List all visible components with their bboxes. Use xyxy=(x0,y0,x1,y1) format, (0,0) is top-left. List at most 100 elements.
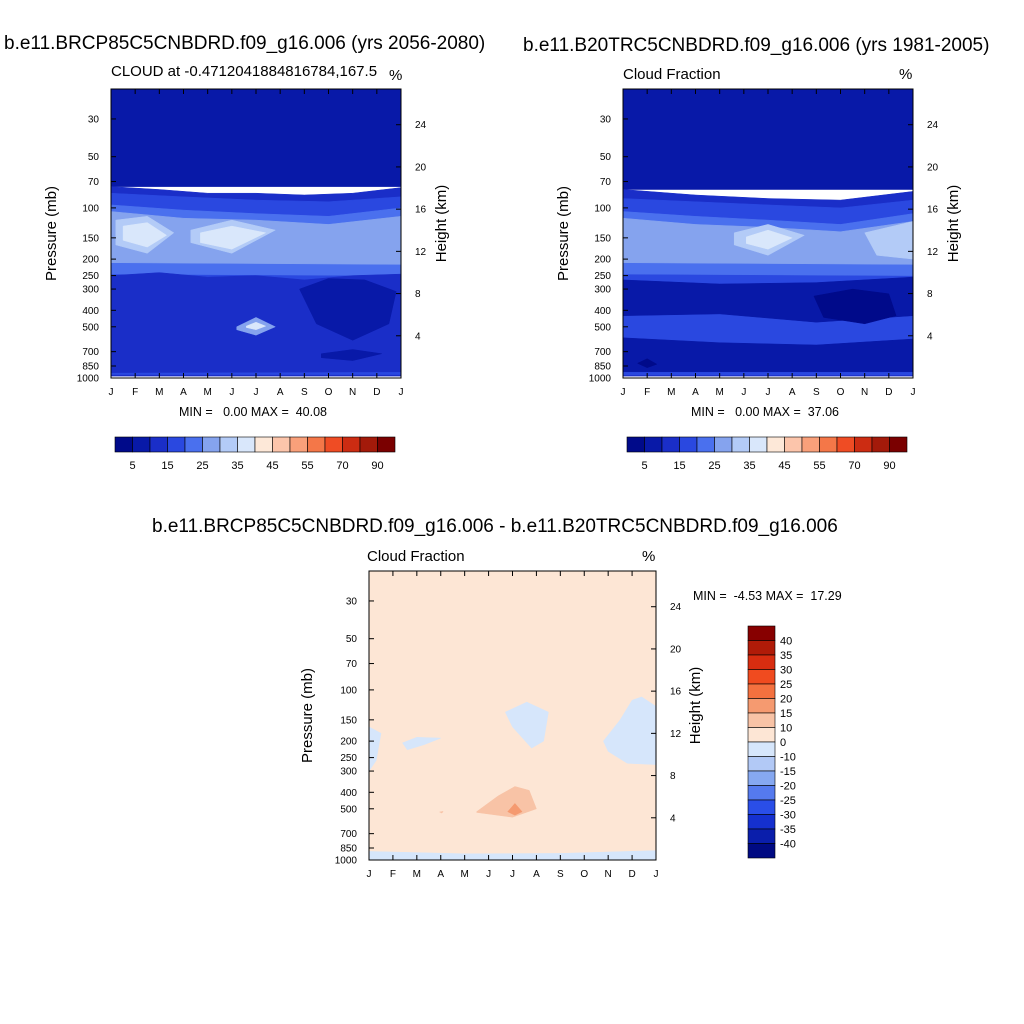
pressure-tick-label: 850 xyxy=(82,361,99,372)
x-tick-label: O xyxy=(580,869,588,880)
x-tick-label: A xyxy=(437,869,444,880)
x-tick-label: D xyxy=(373,387,380,398)
colorbar-swatch xyxy=(731,436,750,453)
height-tick-label: 4 xyxy=(927,331,933,342)
colorbar-swatch xyxy=(149,436,168,453)
contour-fills xyxy=(111,89,401,377)
top-right-minmax: MIN = 0.00 MAX = 37.06 xyxy=(691,405,839,419)
height-tick-label: 20 xyxy=(927,162,939,173)
contour-band-35 xyxy=(746,229,793,250)
pressure-tick-label: 100 xyxy=(82,203,99,214)
colorbar-label: 55 xyxy=(813,460,825,472)
contour-band-1 xyxy=(813,288,897,325)
colorbar-label: 10 xyxy=(780,723,792,735)
pressure-tick-label: 250 xyxy=(340,753,357,764)
x-tick-label: N xyxy=(349,387,356,398)
colorbar-swatch xyxy=(747,640,776,656)
height-tick-label: 8 xyxy=(415,289,421,300)
pressure-tick-label: 250 xyxy=(594,271,611,282)
colorbar-swatch xyxy=(132,436,151,453)
pressure-tick-label: 70 xyxy=(88,177,100,188)
x-tick-label: J xyxy=(486,869,491,880)
x-tick-label: M xyxy=(413,869,421,880)
cloud-heatmap-20thc: J F M A M J J A S O N D J 30 50 70 100 150 200 250 300 400 500… xyxy=(555,88,962,398)
contour-band-15 xyxy=(476,786,537,818)
x-tick-label: O xyxy=(325,387,333,398)
colorbar-swatch xyxy=(184,436,203,453)
contour-band-15 xyxy=(438,811,444,814)
colorbar-swatch xyxy=(747,785,776,801)
pressure-tick-label: 850 xyxy=(594,361,611,372)
pressure-tick-label: 100 xyxy=(594,203,611,214)
contour-band-5 xyxy=(623,89,913,190)
pressure-tick-label: 200 xyxy=(594,255,611,266)
colorbar-label: 25 xyxy=(196,460,208,472)
contour-band-1 xyxy=(636,358,658,368)
height-tick-label: 16 xyxy=(415,205,427,216)
x-tick-label: O xyxy=(837,387,845,398)
colorbar-label: 45 xyxy=(778,460,790,472)
colorbar-swatch xyxy=(889,436,908,453)
x-tick-label: A xyxy=(789,387,796,398)
colorbar-label: 5 xyxy=(641,460,647,472)
colorbar-swatch xyxy=(661,436,680,453)
pressure-tick-label: 300 xyxy=(82,285,99,296)
y-axis-label-pressure: Pressure (mb) xyxy=(555,186,572,281)
height-tick-label: 12 xyxy=(670,729,682,740)
pressure-tick-label: 700 xyxy=(340,829,357,840)
colorbar-swatch xyxy=(359,436,378,453)
colorbar-label: 5 xyxy=(129,460,135,472)
height-tick-label: 4 xyxy=(670,813,676,824)
top-left-minmax: MIN = 0.00 MAX = 40.08 xyxy=(179,405,327,419)
pressure-tick-label: 400 xyxy=(82,306,99,317)
colorbar-label: 55 xyxy=(301,460,313,472)
pressure-tick-label: 400 xyxy=(340,788,357,799)
height-tick-label: 8 xyxy=(927,289,933,300)
colorbar-swatch xyxy=(784,436,803,453)
pressure-tick-label: 50 xyxy=(346,634,358,645)
x-tick-label: S xyxy=(557,869,564,880)
x-tick-label: J xyxy=(254,387,259,398)
colorbar-swatch xyxy=(696,436,715,453)
colorbar-swatch xyxy=(272,436,291,453)
colorbar-label: -20 xyxy=(780,781,796,793)
bottom-minmax: MIN = -4.53 MAX = 17.29 xyxy=(693,589,842,603)
pressure-tick-label: 30 xyxy=(346,596,358,607)
pressure-tick-label: 1000 xyxy=(77,374,100,385)
height-tick-label: 24 xyxy=(927,120,939,131)
pressure-tick-label: 100 xyxy=(340,685,357,696)
colorbar-swatch xyxy=(749,436,768,453)
colorbar-label: 25 xyxy=(708,460,720,472)
contour-band-5 xyxy=(111,89,401,187)
x-tick-label: J xyxy=(766,387,771,398)
contour-band-35 xyxy=(122,222,168,248)
colorbar-swatch xyxy=(871,436,890,453)
colorbar-label: 35 xyxy=(780,650,792,662)
colorbar-swatch xyxy=(202,436,221,453)
colorbar-swatch xyxy=(747,669,776,685)
x-tick-label: J xyxy=(109,387,114,398)
colorbar-label: -30 xyxy=(780,810,796,822)
colorbar-swatch xyxy=(747,727,776,743)
colorbar-swatch xyxy=(644,436,663,453)
colorbar-label: 15 xyxy=(673,460,685,472)
colorbar-label: 35 xyxy=(231,460,243,472)
colorbar-label: 40 xyxy=(780,636,792,648)
x-tick-label: J xyxy=(229,387,234,398)
pressure-tick-label: 1000 xyxy=(335,856,358,867)
y-axis-label-pressure: Pressure (mb) xyxy=(299,668,316,763)
colorbar-swatch xyxy=(747,625,776,641)
x-tick-label: M xyxy=(715,387,723,398)
colorbar-label: -40 xyxy=(780,839,796,851)
pressure-tick-label: 50 xyxy=(600,152,612,163)
contour-fills xyxy=(369,571,656,860)
pressure-tick-label: 50 xyxy=(88,152,100,163)
colorbar-swatch xyxy=(626,436,645,453)
x-tick-label: J xyxy=(741,387,746,398)
x-tick-label: S xyxy=(301,387,308,398)
pressure-tick-label: 500 xyxy=(82,322,99,333)
colorbar-swatch xyxy=(854,436,873,453)
colorbar-swatch xyxy=(307,436,326,453)
x-tick-label: A xyxy=(180,387,187,398)
y-axis-label-height: Height (km) xyxy=(945,185,962,263)
